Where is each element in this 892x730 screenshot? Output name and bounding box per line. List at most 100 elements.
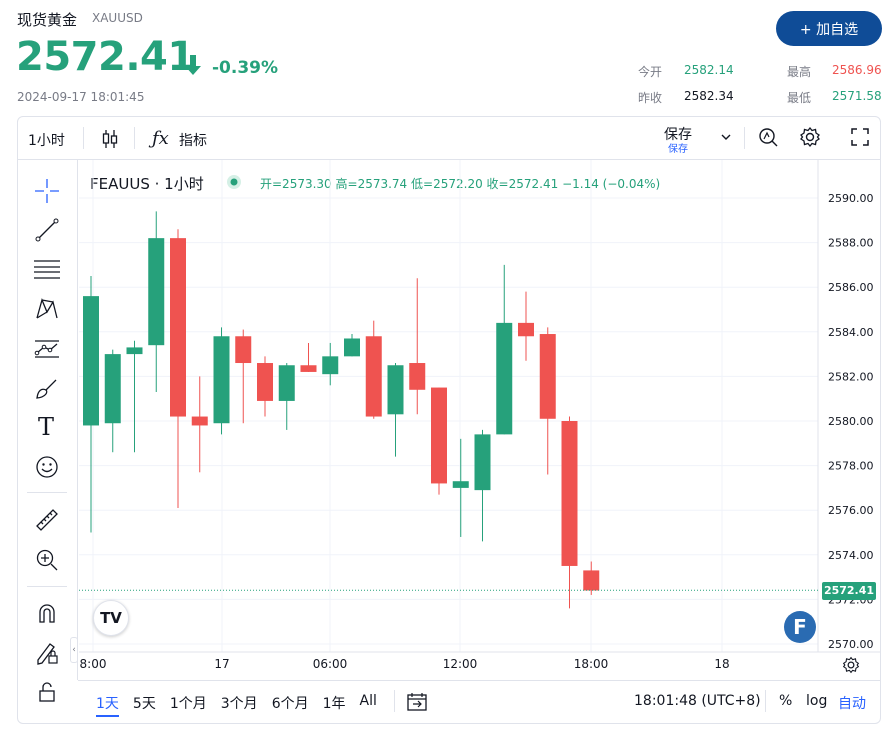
range-button[interactable]: 6个月 bbox=[271, 696, 309, 712]
legend-close: 收=2572.41 bbox=[486, 177, 559, 191]
instrument-symbol: XAUUSD bbox=[92, 11, 143, 25]
lock-pencil-icon[interactable] bbox=[34, 640, 60, 666]
pattern-icon[interactable] bbox=[34, 296, 60, 322]
candle-body bbox=[344, 338, 360, 357]
open-value: 2582.14 bbox=[684, 63, 734, 77]
range-button[interactable]: 1年 bbox=[322, 696, 346, 712]
interval-button[interactable]: 1小时 bbox=[28, 133, 65, 149]
candle-body bbox=[518, 322, 534, 337]
quick-search-icon[interactable] bbox=[757, 126, 779, 148]
candle-body bbox=[387, 365, 404, 415]
candle-body bbox=[257, 363, 273, 401]
range-button[interactable]: 3个月 bbox=[220, 696, 258, 712]
open-label: 今开 bbox=[638, 65, 663, 79]
x-tick-label: 06:00 bbox=[313, 657, 348, 671]
toolbar-divider bbox=[394, 690, 395, 712]
x-tick-label: 8:00 bbox=[80, 657, 107, 671]
toolbar-divider bbox=[744, 127, 745, 149]
fullscreen-icon[interactable] bbox=[850, 127, 870, 147]
fx-icon[interactable]: ƒx bbox=[152, 128, 169, 149]
candle-body bbox=[148, 238, 165, 346]
candle-body bbox=[191, 416, 208, 426]
y-tick-label: 2582.00 bbox=[828, 370, 874, 383]
candle-body bbox=[496, 322, 513, 435]
tradingview-logo[interactable]: TV bbox=[93, 600, 129, 636]
y-tick-label: 2584.00 bbox=[828, 326, 874, 339]
chart-legend-symbol: FEAUUS · 1小时 bbox=[90, 175, 204, 193]
clock-timezone[interactable]: 18:01:48 (UTC+8) bbox=[634, 693, 761, 709]
chevron-down-icon[interactable] bbox=[720, 132, 732, 142]
magnet-icon[interactable] bbox=[34, 600, 60, 626]
toolbar-divider bbox=[765, 690, 766, 712]
candle-body bbox=[409, 363, 426, 390]
brand-f-logo[interactable]: F bbox=[784, 611, 816, 643]
range-button[interactable]: 5天 bbox=[132, 696, 156, 712]
candle-body bbox=[561, 421, 578, 566]
candle-body bbox=[452, 481, 469, 488]
quote-timestamp: 2024-09-17 18:01:45 bbox=[17, 90, 145, 104]
save-button[interactable]: 保存 bbox=[664, 127, 692, 143]
zoom-icon[interactable] bbox=[34, 547, 60, 573]
date-range-icon[interactable] bbox=[406, 692, 428, 712]
chart-panel bbox=[17, 116, 881, 724]
text-icon[interactable]: T bbox=[38, 413, 55, 441]
y-tick-label: 2574.00 bbox=[828, 549, 874, 562]
legend-change: −1.14 (−0.04%) bbox=[562, 177, 661, 191]
legend-open: 开=2573.30 bbox=[260, 177, 332, 191]
tool-divider bbox=[27, 586, 67, 587]
high-value: 2586.96 bbox=[832, 63, 882, 77]
candles-icon[interactable] bbox=[100, 128, 120, 150]
low-label: 最低 bbox=[787, 91, 812, 105]
left-toolbar-border bbox=[77, 160, 78, 680]
tool-divider bbox=[27, 492, 67, 493]
down-arrow-icon bbox=[185, 55, 201, 75]
legend-low: 低=2572.20 bbox=[411, 177, 483, 191]
log-toggle[interactable]: log bbox=[806, 693, 828, 709]
ohlc-values: 开=2573.30 高=2573.74 低=2572.20 收=2572.41 … bbox=[260, 175, 660, 192]
candle-body bbox=[300, 365, 317, 372]
range-button[interactable]: 1个月 bbox=[169, 696, 207, 712]
toolbar-bottom-border bbox=[17, 159, 881, 160]
brush-icon[interactable] bbox=[34, 376, 60, 402]
prev-close-label: 昨收 bbox=[638, 91, 663, 105]
y-tick-label: 2590.00 bbox=[828, 192, 874, 205]
candle-body bbox=[431, 387, 447, 484]
emoji-icon[interactable] bbox=[34, 454, 60, 480]
save-sub-label: 保存 bbox=[668, 144, 688, 155]
candle-body bbox=[83, 296, 99, 426]
toolbar-divider bbox=[83, 127, 84, 149]
candle-body bbox=[322, 356, 339, 375]
candle-body bbox=[126, 347, 143, 355]
range-button[interactable]: All bbox=[359, 693, 377, 709]
candle-body bbox=[278, 365, 295, 401]
trendline-icon[interactable] bbox=[34, 217, 60, 243]
legend-high: 高=2573.74 bbox=[335, 177, 408, 191]
y-tick-label: 2570.00 bbox=[828, 638, 874, 651]
candle-body bbox=[583, 570, 600, 591]
candle-body bbox=[170, 238, 186, 417]
low-value: 2571.58 bbox=[832, 89, 882, 103]
x-tick-label: 12:00 bbox=[443, 657, 478, 671]
axis-settings-gear-icon[interactable] bbox=[842, 656, 860, 674]
range-button[interactable]: 1天 bbox=[96, 693, 119, 717]
percent-toggle[interactable]: % bbox=[779, 693, 793, 709]
y-tick-label: 2576.00 bbox=[828, 504, 874, 517]
market-open-status-icon bbox=[227, 175, 241, 189]
settings-gear-icon[interactable] bbox=[799, 126, 821, 148]
indicators-button[interactable]: 指标 bbox=[179, 133, 207, 149]
lock-icon[interactable] bbox=[36, 681, 58, 703]
prediction-icon[interactable] bbox=[33, 336, 61, 362]
candle-body bbox=[213, 336, 230, 424]
x-tick-label: 18 bbox=[714, 657, 729, 671]
y-tick-label: 2586.00 bbox=[828, 281, 874, 294]
ruler-icon[interactable] bbox=[34, 507, 60, 533]
candle-body bbox=[104, 354, 121, 424]
last-price-tag: 2572.41 bbox=[822, 582, 876, 600]
fib-icon[interactable] bbox=[33, 256, 61, 282]
auto-toggle[interactable]: 自动 bbox=[838, 696, 866, 712]
add-watchlist-button[interactable]: + 加自选 bbox=[776, 11, 882, 46]
toolbar-divider bbox=[134, 127, 135, 149]
candle-body bbox=[474, 434, 491, 491]
crosshair-icon[interactable] bbox=[34, 178, 60, 204]
